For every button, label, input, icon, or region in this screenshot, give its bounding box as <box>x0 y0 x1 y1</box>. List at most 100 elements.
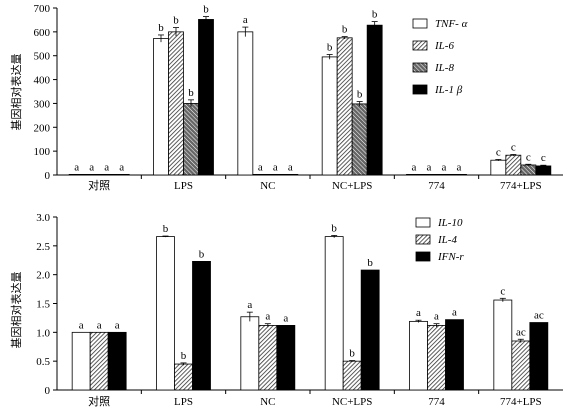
top-plot-area: a b a b a c a b a b a c a b a b a c a b a b a c <box>68 4 552 176</box>
bottom-significance-label: a <box>416 307 421 319</box>
top-significance-label: b <box>342 24 348 36</box>
bottom-y-tick-label: 0.5 <box>36 356 50 368</box>
top-significance-label: c <box>526 151 531 163</box>
bottom-bar-ifnr <box>360 269 380 391</box>
top-x-tick-label: LPS <box>174 180 193 192</box>
bottom-bar-il4 <box>174 363 193 391</box>
top-y-axis-label: 基因相对表达量 <box>9 54 23 131</box>
top-legend-label: IL-1 β <box>434 84 463 96</box>
bottom-y-tick-label: 2.5 <box>36 241 50 253</box>
bottom-bar-il4 <box>89 331 109 391</box>
bottom-significance-label: a <box>79 319 84 331</box>
top-significance-label: a <box>412 161 417 173</box>
top-y-tick-label: 200 <box>34 122 51 134</box>
top-bar-il8 <box>351 103 368 176</box>
top-bar-tnf <box>68 173 85 176</box>
top-legend-label: TNF- α <box>435 18 468 30</box>
bottom-significance-label: b <box>163 223 169 235</box>
top-bar-il6 <box>421 173 437 176</box>
top-bar-tnf <box>321 56 338 176</box>
top-significance-label: c <box>496 146 501 158</box>
top-y-tick-label: 300 <box>34 98 51 110</box>
top-significance-label: a <box>442 161 447 173</box>
bottom-bar-il4 <box>427 325 446 391</box>
top-significance-label: a <box>288 161 293 173</box>
top-bar-il8 <box>436 173 452 176</box>
top-significance-label: c <box>511 141 516 153</box>
bottom-significance-label: a <box>115 319 120 331</box>
bottom-legend-label: IL-4 <box>437 234 457 246</box>
bottom-bar-il10 <box>71 331 91 391</box>
bottom-significance-label: a <box>452 307 457 319</box>
top-y-tick-label: 400 <box>34 75 51 87</box>
bottom-bar-il10 <box>324 236 344 391</box>
top-chart: 0 100 200 300 400 500 600 700 对照 LPS NC NC+LPS 774 77… <box>9 3 563 192</box>
top-bar-il1 <box>451 173 467 176</box>
bottom-bar-il10 <box>156 236 175 391</box>
bottom-bar-ifnr <box>107 331 127 391</box>
top-bar-tnf <box>406 173 422 176</box>
top-bar-tnf <box>153 38 169 176</box>
top-significance-label: b <box>357 89 363 101</box>
top-y-tick-label: 500 <box>34 51 51 63</box>
top-bar-il6 <box>252 173 269 176</box>
top-bar-il6 <box>168 31 184 176</box>
bottom-y-tick-label: 1.5 <box>36 299 50 311</box>
bottom-significance-label: ac <box>516 326 526 338</box>
bottom-bar-il4 <box>258 325 278 391</box>
bottom-legend-label: IL-10 <box>437 217 463 229</box>
top-significance-label: b <box>203 4 209 16</box>
bottom-significance-label: b <box>367 257 373 269</box>
top-x-tick-label: 对照 <box>88 178 110 192</box>
bottom-significance-label: c <box>500 285 505 297</box>
bottom-significance-label: ac <box>534 310 544 322</box>
top-legend-swatch <box>412 18 428 29</box>
bottom-x-tick-label: 对照 <box>88 394 110 408</box>
bottom-significance-label: b <box>349 348 355 360</box>
top-legend-swatch <box>412 62 428 73</box>
bottom-y-tick-label: 3.0 <box>36 212 50 224</box>
top-significance-label: b <box>173 15 179 27</box>
top-significance-label: a <box>89 161 94 173</box>
bottom-significance-label: b <box>199 248 205 260</box>
bottom-bar-ifnr <box>192 261 211 391</box>
top-significance-label: a <box>457 161 462 173</box>
bottom-bar-il10 <box>409 320 428 391</box>
bottom-significance-label: a <box>265 311 270 323</box>
top-bar-tnf <box>490 159 507 176</box>
top-significance-label: c <box>541 152 546 164</box>
bottom-significance-label: b <box>331 222 337 234</box>
top-x-tick-label: 774+LPS <box>500 180 542 192</box>
bottom-bar-ifnr <box>276 325 296 391</box>
top-bar-il8 <box>183 103 199 176</box>
bottom-significance-label: b <box>181 350 187 362</box>
bottom-legend-swatch <box>415 251 431 262</box>
top-significance-label: b <box>158 22 164 34</box>
top-significance-label: a <box>243 14 248 26</box>
bottom-x-tick-label: NC <box>260 396 275 408</box>
top-x-tick-label: NC <box>260 180 275 192</box>
bottom-y-tick-label: 1.0 <box>36 327 50 339</box>
top-y-tick-label: 700 <box>34 3 51 15</box>
top-significance-label: b <box>188 87 194 99</box>
top-legend-swatch <box>412 40 428 51</box>
top-legend-swatch <box>412 84 428 95</box>
bottom-bar-il10 <box>493 299 513 391</box>
bottom-significance-label: a <box>97 319 102 331</box>
top-x-tick-label: NC+LPS <box>332 180 372 192</box>
bottom-y-tick-label: 0 <box>45 385 51 397</box>
top-significance-label: a <box>258 161 263 173</box>
bottom-bar-il4 <box>342 360 362 391</box>
top-bar-il8 <box>267 173 284 176</box>
bottom-significance-label: a <box>283 312 288 324</box>
top-bar-il6 <box>336 37 353 176</box>
top-bar-il8 <box>520 164 537 176</box>
bottom-bar-il4 <box>511 340 531 391</box>
top-legend-label: IL-8 <box>434 62 454 74</box>
bottom-bar-ifnr <box>529 322 549 391</box>
top-legend: TNF- α IL-6 IL-8 IL-1 β <box>412 18 468 96</box>
top-significance-label: a <box>104 161 109 173</box>
top-x-tick-label: 774 <box>428 180 445 192</box>
bottom-y-axis: 0 0.5 1.0 1.5 2.0 2.5 3.0 对照 LPS NC NC+LPS 774 774+L… <box>36 212 563 408</box>
